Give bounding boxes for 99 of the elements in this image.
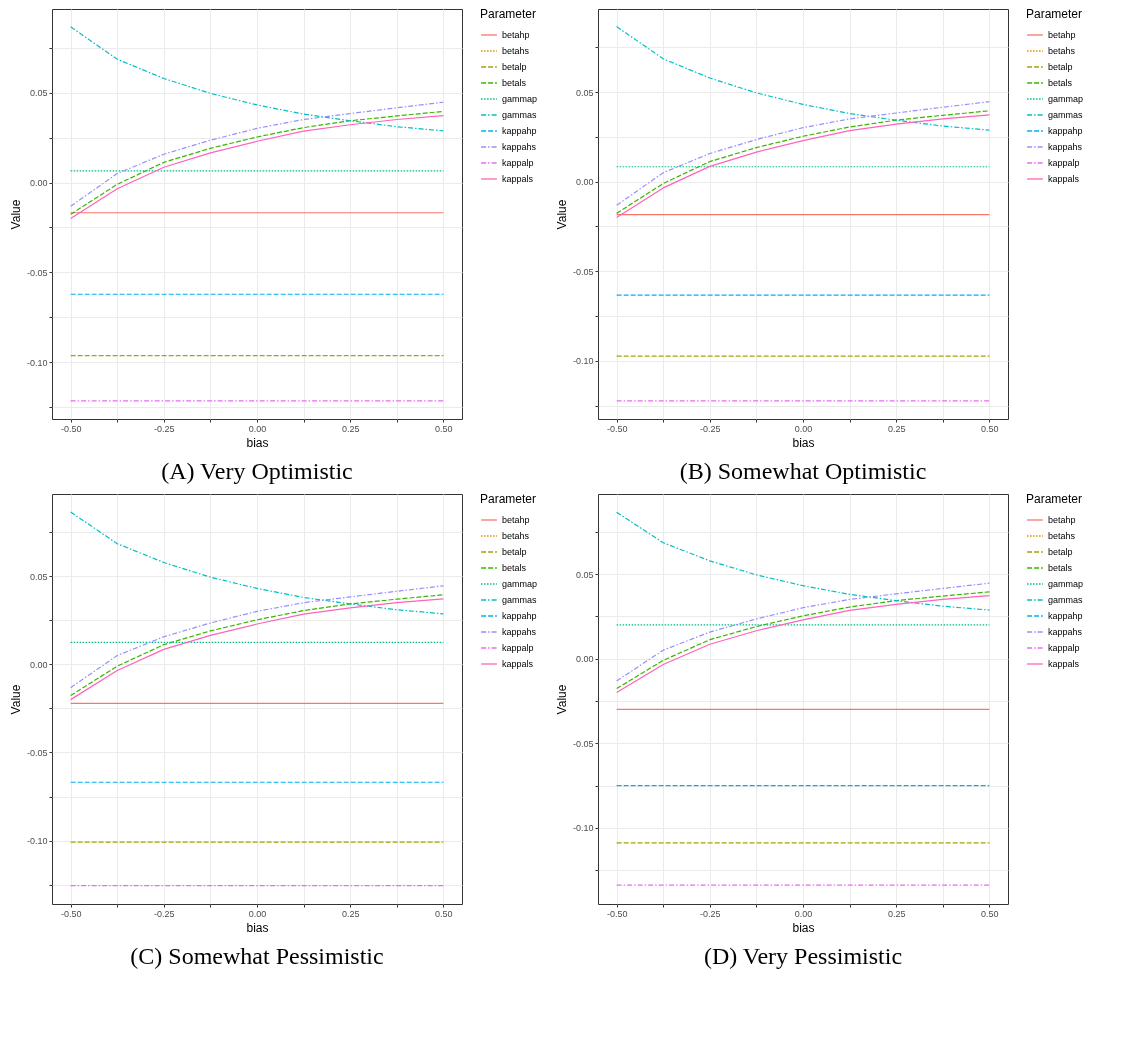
- legend-label: betalp: [1048, 547, 1073, 557]
- x-axis-title: bias: [246, 920, 269, 935]
- legend-label: kappahs: [1048, 142, 1083, 152]
- y-tick-label: -0.10: [572, 356, 594, 367]
- x-tick-label: -0.25: [154, 908, 175, 919]
- x-tick-label: -0.25: [700, 423, 721, 434]
- x-tick-label: 0.00: [794, 423, 813, 434]
- x-axis-title: bias: [792, 435, 815, 450]
- legend-label: betahp: [1048, 30, 1076, 40]
- x-tick-label: 0.50: [981, 423, 999, 434]
- y-tick-label: 0.05: [575, 569, 594, 580]
- line-series: [70, 26, 444, 132]
- y-tick-label: 0.05: [575, 87, 594, 98]
- x-axis-title: bias: [246, 435, 269, 450]
- legend-label: gammap: [502, 579, 538, 589]
- y-tick-label: 0.00: [29, 178, 48, 188]
- y-tick-label: -0.10: [572, 823, 594, 834]
- legend-label: kappahp: [502, 611, 537, 621]
- x-tick-label: 0.00: [248, 908, 267, 919]
- legend-label: kappalp: [502, 158, 534, 168]
- legend-label: kappalp: [1048, 158, 1080, 168]
- line-series: [70, 585, 444, 689]
- legend-title: Parameter: [1026, 492, 1083, 506]
- x-tick-label: -0.50: [606, 908, 628, 919]
- legend-label: kappahs: [502, 142, 537, 152]
- legend-label: betalp: [502, 547, 527, 557]
- y-tick-label: 0.05: [29, 571, 48, 582]
- x-tick-label: 0.50: [435, 423, 453, 434]
- x-tick-label: 0.25: [887, 423, 906, 434]
- x-tick-label: -0.50: [60, 908, 82, 919]
- legend-label: kappahp: [1048, 126, 1083, 136]
- y-tick-label: 0.00: [29, 659, 48, 670]
- legend-label: kappals: [502, 174, 534, 184]
- legend-title: Parameter: [480, 7, 537, 21]
- legend-label: kappals: [1048, 174, 1080, 184]
- x-axis-title: bias: [792, 920, 815, 935]
- text: (C) Somewhat Pessimistic: [130, 943, 384, 969]
- legend-label: kappahp: [1048, 611, 1083, 621]
- y-tick-label: -0.10: [26, 836, 48, 847]
- x-tick-label: 0.25: [341, 423, 360, 434]
- legend-label: gammap: [502, 94, 538, 104]
- legend-label: betalp: [502, 62, 527, 72]
- x-tick-label: 0.50: [981, 908, 999, 919]
- legend-label: betals: [1048, 78, 1073, 88]
- legend-label: kappahs: [502, 627, 537, 637]
- x-tick-label: -0.25: [154, 423, 175, 434]
- text: (A) Very Optimistic: [161, 458, 353, 484]
- y-tick-label: -0.10: [26, 357, 48, 368]
- legend-label: betahs: [1048, 531, 1076, 541]
- y-tick-label: 0.00: [575, 177, 594, 188]
- legend-label: betals: [1048, 563, 1073, 573]
- x-tick-label: -0.25: [700, 908, 721, 919]
- legend-label: gammas: [1048, 595, 1084, 605]
- legend-label: betahs: [502, 46, 530, 56]
- legend-label: betahs: [502, 531, 530, 541]
- legend-label: betals: [502, 563, 527, 573]
- line-series: [616, 101, 990, 206]
- legend-label: betahp: [502, 515, 530, 525]
- legend-label: betahs: [1048, 46, 1076, 56]
- legend-title: Parameter: [480, 492, 537, 506]
- line-series: [616, 582, 990, 682]
- y-axis-title: Value: [554, 199, 569, 230]
- text: (D) Very Pessimistic: [703, 943, 903, 969]
- y-tick-label: -0.05: [26, 267, 48, 278]
- legend-label: betahp: [1048, 515, 1076, 525]
- line-series: [70, 511, 444, 615]
- line-series: [616, 511, 990, 611]
- y-axis-title: Value: [8, 199, 23, 230]
- legend-label: kappals: [1048, 659, 1080, 669]
- y-tick-label: 0.00: [575, 654, 594, 665]
- legend-label: kappalp: [1048, 643, 1080, 653]
- legend-label: kappahs: [1048, 627, 1083, 637]
- legend-label: gammas: [502, 595, 538, 605]
- legend-label: betahp: [502, 30, 530, 40]
- legend-label: gammas: [1048, 110, 1084, 120]
- line-series: [616, 25, 990, 131]
- legend-label: gammap: [1048, 94, 1084, 104]
- x-tick-label: -0.50: [60, 423, 82, 434]
- legend-label: gammap: [1048, 579, 1084, 589]
- x-tick-label: 0.00: [794, 908, 813, 919]
- y-tick-label: -0.05: [572, 738, 594, 749]
- legend-label: kappalp: [502, 643, 534, 653]
- x-tick-label: 0.50: [435, 908, 453, 919]
- y-tick-label: -0.05: [572, 266, 594, 277]
- x-tick-label: 0.00: [248, 423, 267, 434]
- legend-label: betalp: [1048, 62, 1073, 72]
- y-axis-title: Value: [554, 684, 569, 715]
- x-tick-label: 0.25: [341, 908, 360, 919]
- y-axis-title: Value: [8, 684, 23, 715]
- legend-label: kappals: [502, 659, 534, 669]
- x-tick-label: -0.50: [606, 423, 628, 434]
- y-tick-label: 0.05: [29, 88, 48, 99]
- x-tick-label: 0.25: [887, 908, 906, 919]
- legend-title: Parameter: [1026, 7, 1083, 21]
- legend-label: betals: [502, 78, 527, 88]
- y-tick-label: -0.05: [26, 747, 48, 758]
- legend-label: gammas: [502, 110, 538, 120]
- text: (B) Somewhat Optimistic: [679, 458, 927, 484]
- legend-label: kappahp: [502, 126, 537, 136]
